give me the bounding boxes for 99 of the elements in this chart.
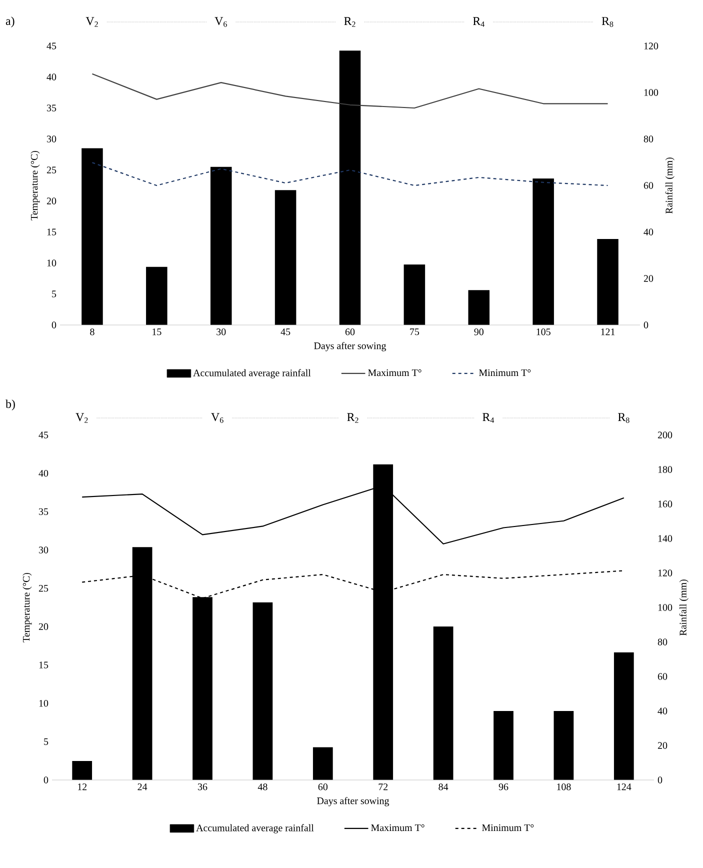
y2-tick-label: 120 <box>658 570 672 576</box>
text: R$_{2}$ <box>344 17 356 27</box>
x-tick-label: 48 <box>258 784 268 790</box>
legend-label: Minimum T° <box>482 824 534 832</box>
y-tick-label: 45 <box>46 42 56 50</box>
y-tick-label: 35 <box>47 104 56 112</box>
bar <box>433 626 454 780</box>
y-tick-label: 0 <box>44 776 48 784</box>
bar <box>274 190 296 325</box>
x-tick-label: 105 <box>536 328 550 336</box>
y-tick-label: 15 <box>39 662 48 668</box>
y-tick-label: 5 <box>44 738 48 745</box>
text: R$_{8}$ <box>602 17 614 27</box>
y2-tick-label: 180 <box>658 466 672 473</box>
x-tick-label: 108 <box>557 784 571 790</box>
x-tick-label: 72 <box>378 784 388 790</box>
x-tick-label: 90 <box>474 328 484 336</box>
legend-label: Accumulated average rainfall <box>193 369 311 378</box>
y2-tick-label: 80 <box>644 136 654 142</box>
legend-label: Minimum T° <box>479 369 531 376</box>
y-axis-title: Temperature (°C) <box>22 572 32 642</box>
y-tick-label: 30 <box>39 546 48 554</box>
y-tick-label: 25 <box>46 166 56 174</box>
bar <box>72 761 92 780</box>
y2-tick-label: 60 <box>644 182 654 189</box>
text: R$_{4}$ <box>482 413 494 423</box>
bar <box>494 710 514 780</box>
y2-tick-label: 140 <box>658 535 672 542</box>
x-tick-label: 96 <box>498 784 508 790</box>
x-tick-label: 84 <box>438 784 448 790</box>
y-axis-title: Temperature (°C) <box>30 150 40 220</box>
y-tick-label: 0 <box>52 322 56 328</box>
y-tick-label: 40 <box>38 470 48 477</box>
y2-tick-label: 120 <box>644 42 658 50</box>
y2-tick-label: 40 <box>658 708 668 714</box>
y-tick-label: 15 <box>47 228 56 236</box>
y2-tick-label: 160 <box>658 500 672 508</box>
text: R$_{2}$ <box>347 413 358 423</box>
x-tick-label: 124 <box>617 784 632 790</box>
x-axis-title: Days after sowing <box>314 342 386 352</box>
y-tick-label: 30 <box>47 136 56 142</box>
x-tick-label: 60 <box>345 328 355 336</box>
x-tick-label: 45 <box>280 328 290 336</box>
x-tick-label: 121 <box>601 328 615 336</box>
y2-tick-label: 20 <box>658 742 668 749</box>
y2-tick-label: 0 <box>644 322 648 328</box>
text: V$_{6}$ <box>214 17 227 27</box>
bar <box>339 50 361 325</box>
x-tick-label: 12 <box>78 784 87 790</box>
y-tick-label: 45 <box>38 432 48 438</box>
y2-tick-label: 40 <box>644 228 654 236</box>
y-tick-label: 5 <box>52 290 56 298</box>
x-tick-label: 15 <box>152 328 162 336</box>
y2-tick-label: 100 <box>644 89 658 96</box>
bar <box>404 264 426 325</box>
chart-title: a) <box>6 16 14 28</box>
legend-label: Maximum T° <box>368 369 422 376</box>
bar <box>82 148 103 325</box>
y-tick-label: 35 <box>39 508 48 516</box>
text: V$_{6}$ <box>211 413 224 423</box>
bar <box>614 652 634 780</box>
y-tick-label: 20 <box>46 198 56 204</box>
line-series <box>92 162 608 186</box>
x-tick-label: 36 <box>198 784 208 790</box>
y2-axis-title: Rainfall (mm) <box>679 580 688 636</box>
y2-tick-label: 80 <box>658 638 668 646</box>
bar <box>468 290 490 325</box>
y2-tick-label: 100 <box>658 604 672 611</box>
bar <box>532 178 554 325</box>
text: R$_{4}$ <box>472 17 484 27</box>
bar <box>312 747 333 780</box>
text: R$_{8}$ <box>618 413 630 423</box>
x-tick-label: 24 <box>138 784 148 790</box>
x-axis-title: Days after sowing <box>317 797 390 806</box>
x-tick-label: 75 <box>410 328 420 336</box>
line-series <box>92 73 608 109</box>
x-tick-label: 8 <box>90 328 94 336</box>
y-tick-label: 40 <box>46 74 56 80</box>
bar <box>210 166 232 325</box>
y2-tick-label: 20 <box>644 275 654 282</box>
legend-label: Maximum T° <box>371 824 424 832</box>
bar <box>597 238 618 325</box>
bar <box>554 710 574 780</box>
y-tick-label: 10 <box>47 260 56 266</box>
y2-tick-label: 200 <box>658 432 672 438</box>
x-tick-label: 60 <box>318 784 328 790</box>
y2-axis-title: Rainfall (mm) <box>665 158 674 214</box>
chart-title: b) <box>6 400 15 410</box>
y-tick-label: 20 <box>38 623 48 630</box>
text: V$_{2}$ <box>76 413 88 423</box>
bar <box>252 602 273 780</box>
y2-tick-label: 0 <box>658 776 662 784</box>
x-tick-label: 30 <box>216 328 226 336</box>
y-tick-label: 10 <box>39 700 48 707</box>
legend-label: Accumulated average rainfall <box>196 824 314 834</box>
y-tick-label: 25 <box>38 584 48 592</box>
text: V$_{2}$ <box>86 17 98 27</box>
bar <box>146 266 168 325</box>
y2-tick-label: 60 <box>658 673 668 680</box>
